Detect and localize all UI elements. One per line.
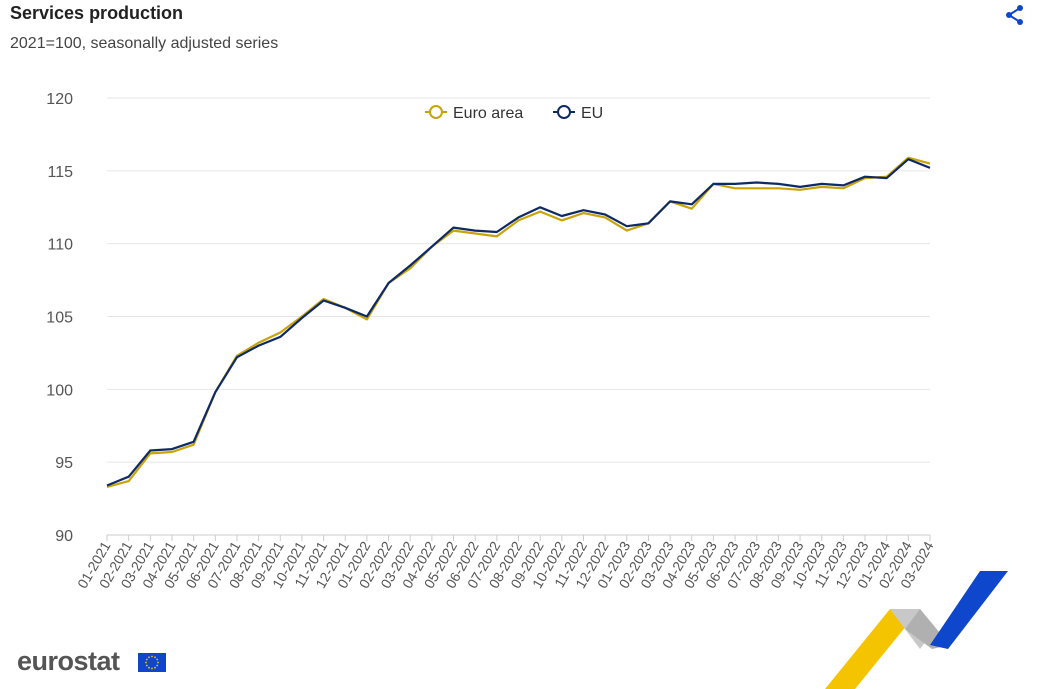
y-tick-label: 110 [47, 237, 73, 254]
series-line-eu[interactable] [106, 158, 931, 487]
y-tick-label: 100 [46, 382, 73, 399]
chart-title: Services production [10, 3, 184, 23]
legend-item-eu[interactable]: EU [553, 105, 603, 122]
legend-marker-icon [557, 105, 571, 119]
grid-lines [107, 97, 930, 536]
share-icon[interactable] [1004, 4, 1026, 26]
series-line-euro-area[interactable] [106, 156, 931, 488]
legend-marker-icon [429, 105, 443, 119]
series-lines[interactable] [106, 156, 931, 488]
eu-flag-icon [138, 653, 166, 672]
y-tick-label: 120 [46, 91, 73, 108]
y-tick-label: 90 [55, 528, 73, 545]
legend-label: EU [581, 105, 603, 122]
legend[interactable]: Euro area EU [425, 105, 603, 122]
eurostat-logo: eurostat [17, 646, 120, 676]
y-tick-label: 95 [55, 455, 73, 472]
y-tick-label: 115 [47, 164, 73, 181]
legend-item-euro-area[interactable]: Euro area [425, 105, 523, 122]
decorative-ribbon [825, 571, 1008, 689]
legend-label: Euro area [453, 105, 523, 122]
chart-subtitle: 2021=100, seasonally adjusted series [10, 35, 279, 52]
y-axis: 90 95 100 105 110 115 120 [46, 91, 73, 545]
line-chart: 90 95 100 105 110 115 120 01-202102-202103-202… [46, 91, 937, 591]
y-tick-label: 105 [46, 310, 73, 327]
x-axis: 01-202102-202103-202104-202105-202106-20… [74, 535, 937, 591]
